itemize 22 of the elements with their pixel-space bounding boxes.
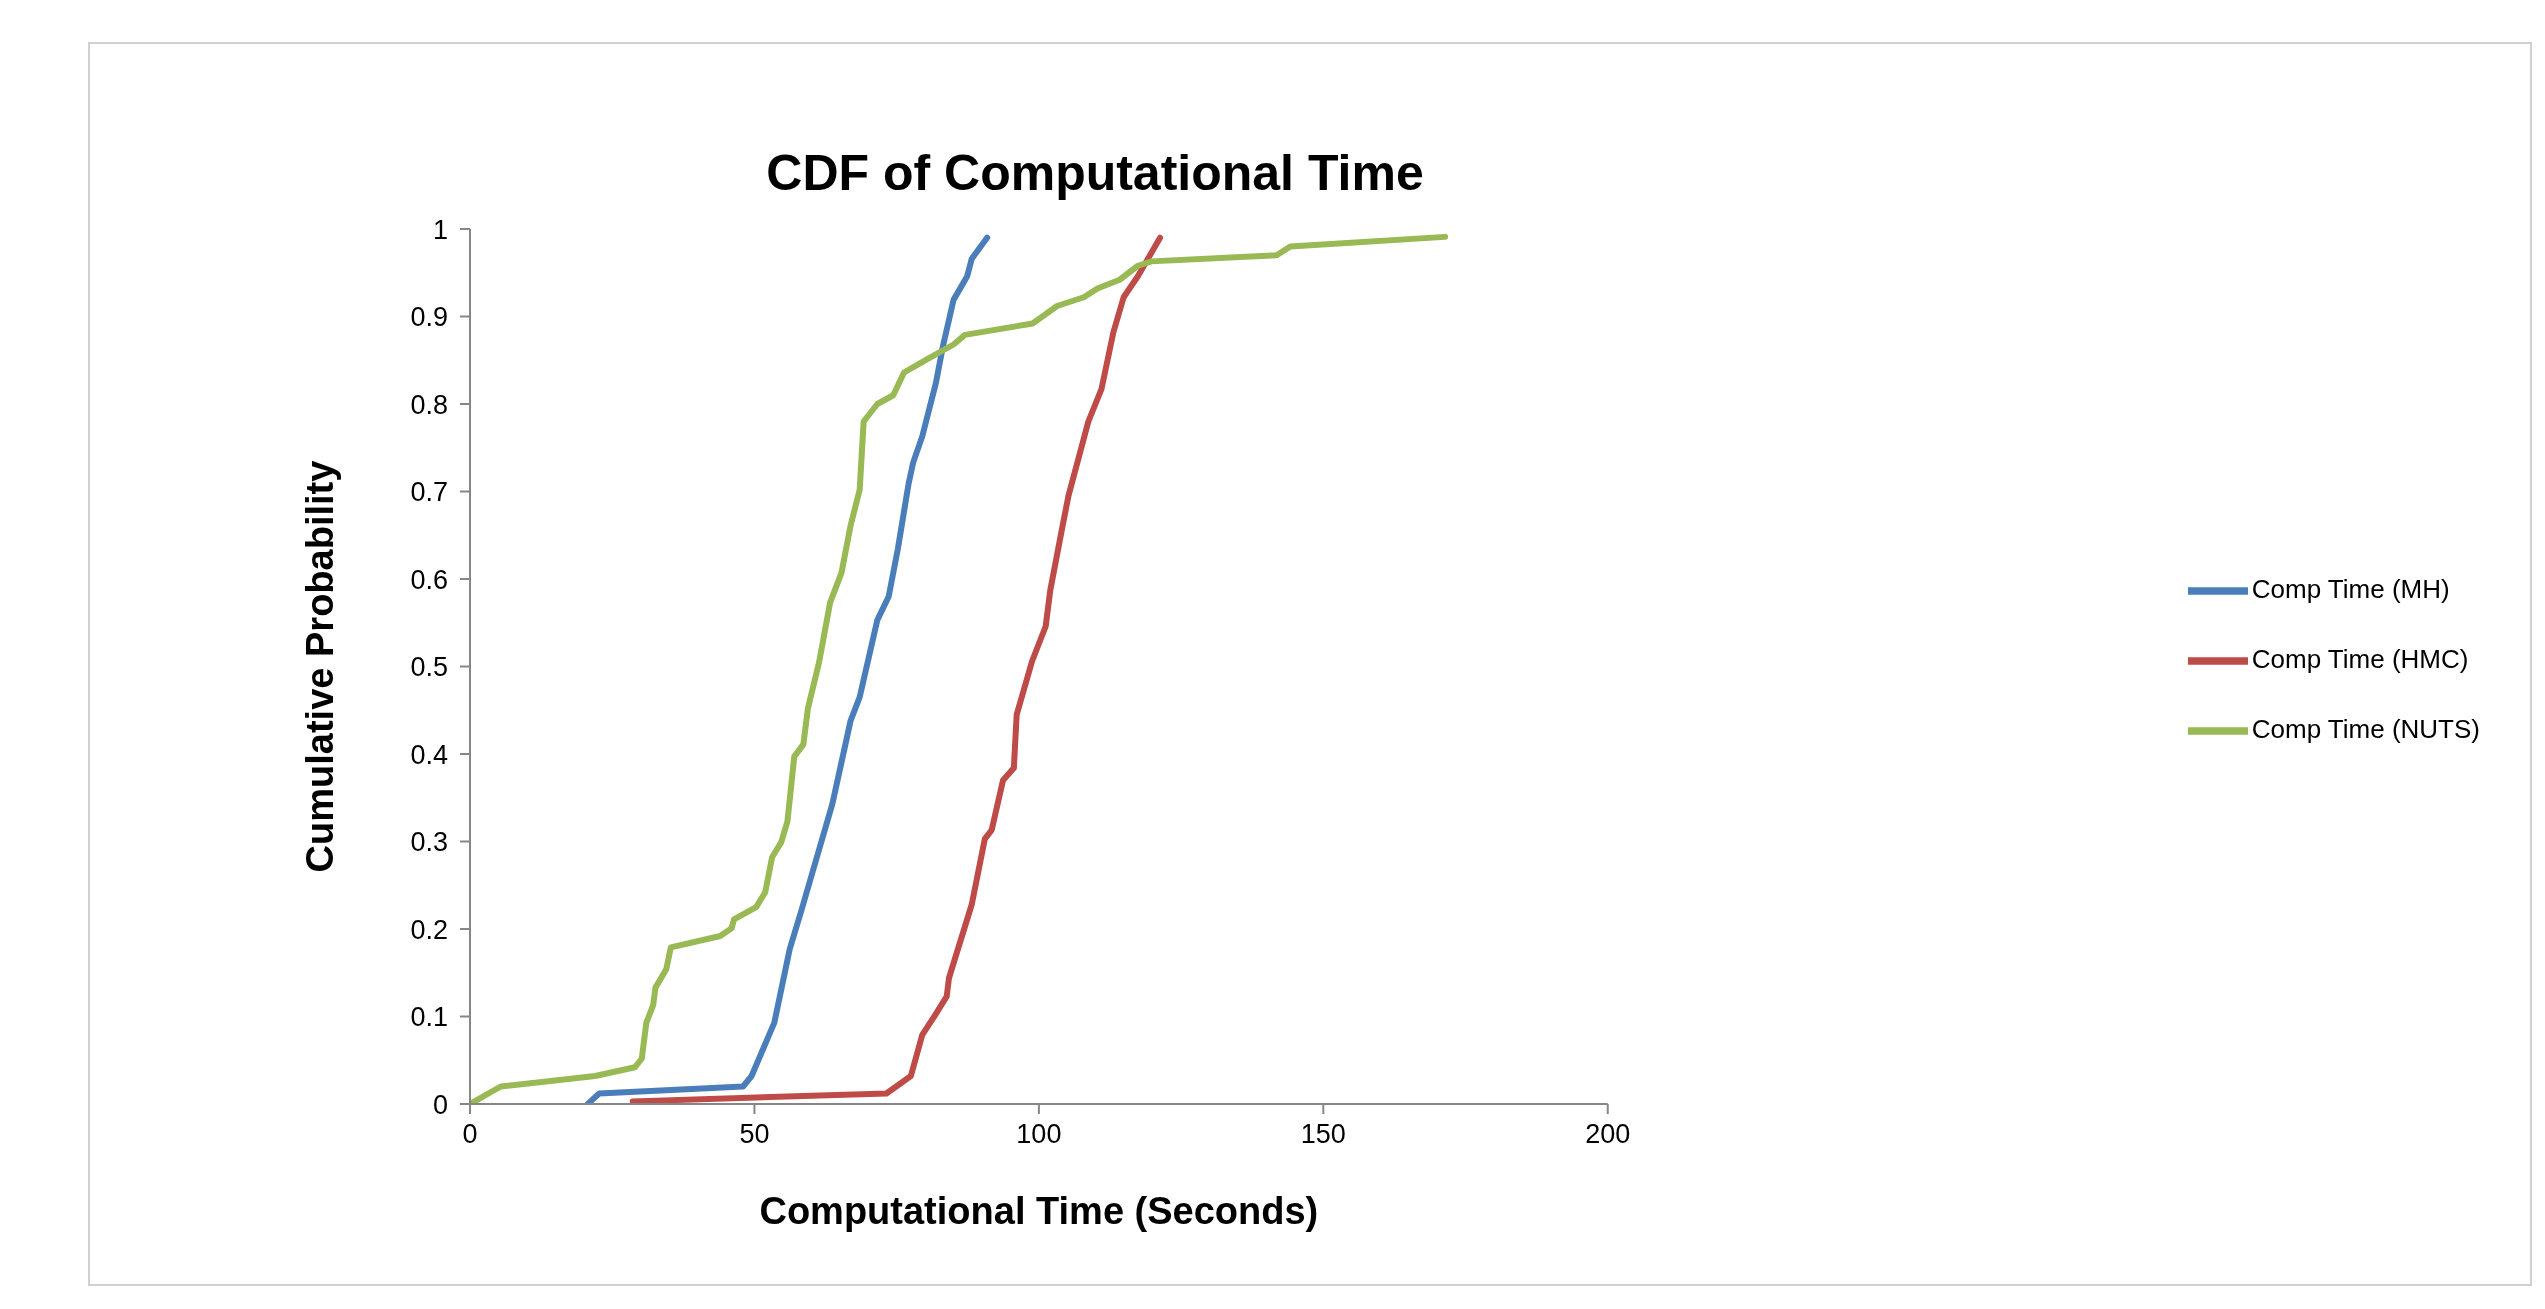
y-tick-label: 0.8 — [410, 389, 448, 420]
y-tick-label: 0.5 — [410, 652, 448, 683]
legend-label: Comp Time (NUTS) — [2251, 714, 2480, 744]
x-axis-title: Computational Time (Seconds) — [759, 1190, 1319, 1232]
chart-title: CDF of Computational Time — [765, 144, 1425, 202]
x-tick-label: 0 — [462, 1119, 478, 1150]
y-tick-label: 1 — [432, 214, 448, 245]
y-tick-label: 0.6 — [410, 564, 448, 595]
y-tick-label: 0.3 — [410, 827, 448, 858]
x-tick-label: 150 — [1300, 1119, 1346, 1150]
y-tick-label: 0.9 — [410, 302, 448, 333]
y-tick-label: 0.2 — [410, 914, 448, 945]
legend-label: Comp Time (MH) — [2251, 574, 2450, 604]
y-axis-title: Cumulative Probability — [299, 460, 342, 873]
y-tick-label: 0 — [432, 1089, 448, 1120]
y-tick-label: 0.7 — [410, 477, 448, 508]
x-tick-label: 100 — [1016, 1119, 1062, 1150]
y-tick-label: 0.1 — [410, 1002, 448, 1033]
legend-label: Comp Time (HMC) — [2251, 644, 2469, 674]
x-tick-label: 50 — [739, 1119, 770, 1150]
y-tick-label: 0.4 — [410, 739, 448, 770]
x-tick-label: 200 — [1585, 1119, 1631, 1150]
